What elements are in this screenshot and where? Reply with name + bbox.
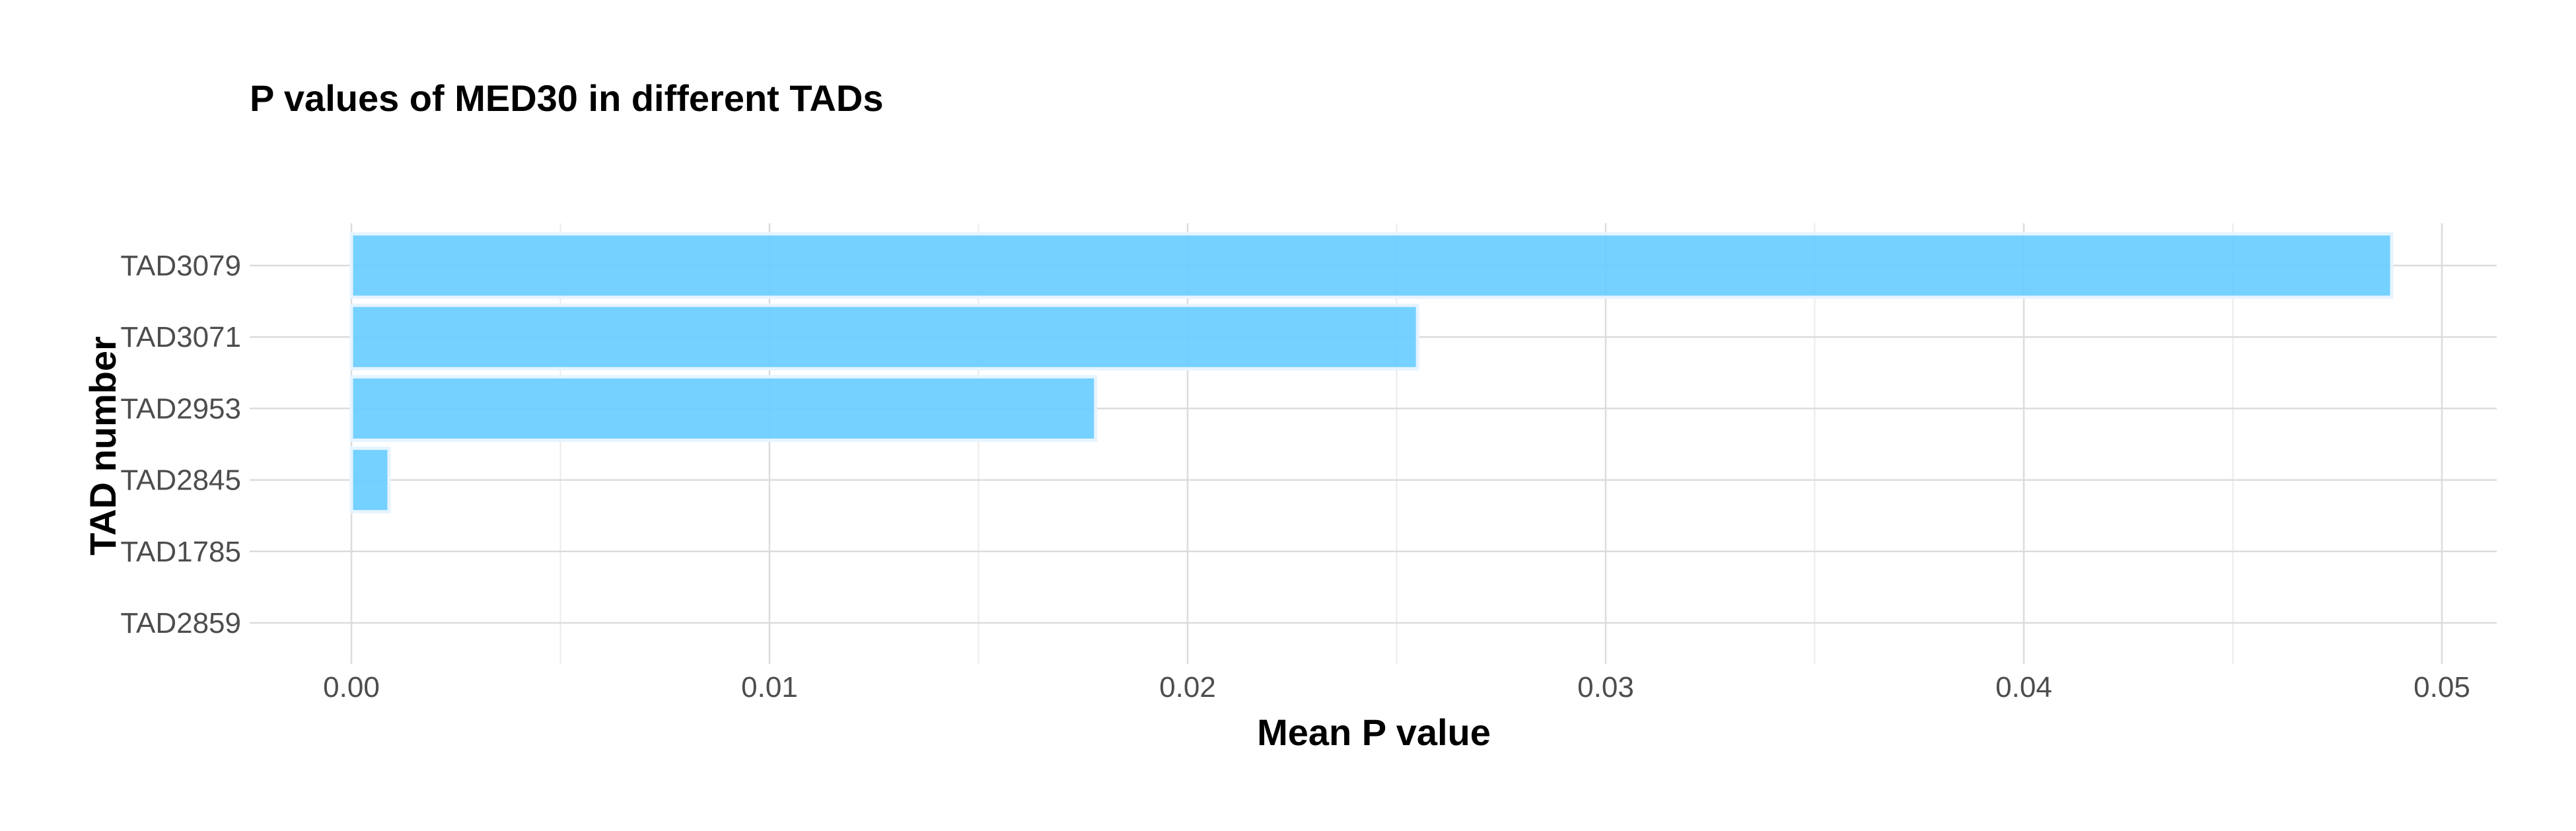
bar-tad3071 bbox=[349, 303, 1419, 371]
y-tick-label: TAD3079 bbox=[120, 250, 241, 282]
x-tick-label: 0.02 bbox=[1159, 671, 1216, 704]
bar-tad2845 bbox=[349, 447, 391, 514]
x-tick-label: 0.03 bbox=[1577, 671, 1634, 704]
y-tick-label: TAD2845 bbox=[120, 464, 241, 497]
x-tick-label: 0.04 bbox=[1995, 671, 2052, 704]
y-tick-label: TAD3071 bbox=[120, 321, 241, 353]
x-axis-title: Mean P value bbox=[1257, 711, 1491, 753]
y-tick-label: TAD2859 bbox=[120, 607, 241, 639]
bars bbox=[349, 232, 2394, 514]
x-tick-label: 0.00 bbox=[323, 671, 380, 704]
y-tick-labels: TAD3079 TAD3071 TAD2953 TAD2845 TAD1785 TAD28… bbox=[120, 250, 241, 639]
y-tick-label: TAD1785 bbox=[120, 536, 241, 568]
x-tick-label: 0.01 bbox=[741, 671, 798, 704]
bar-tad3079 bbox=[349, 232, 2394, 299]
x-tick-label: 0.05 bbox=[2414, 671, 2470, 704]
chart-title: P values of MED30 in different TADs bbox=[250, 77, 883, 119]
x-tick-labels: 0.00 0.01 0.02 0.03 0.04 0.05 bbox=[323, 671, 2470, 704]
bar-tad2953 bbox=[349, 375, 1098, 442]
y-tick-label: TAD2953 bbox=[120, 392, 241, 425]
y-axis-title: TAD number bbox=[82, 336, 124, 556]
